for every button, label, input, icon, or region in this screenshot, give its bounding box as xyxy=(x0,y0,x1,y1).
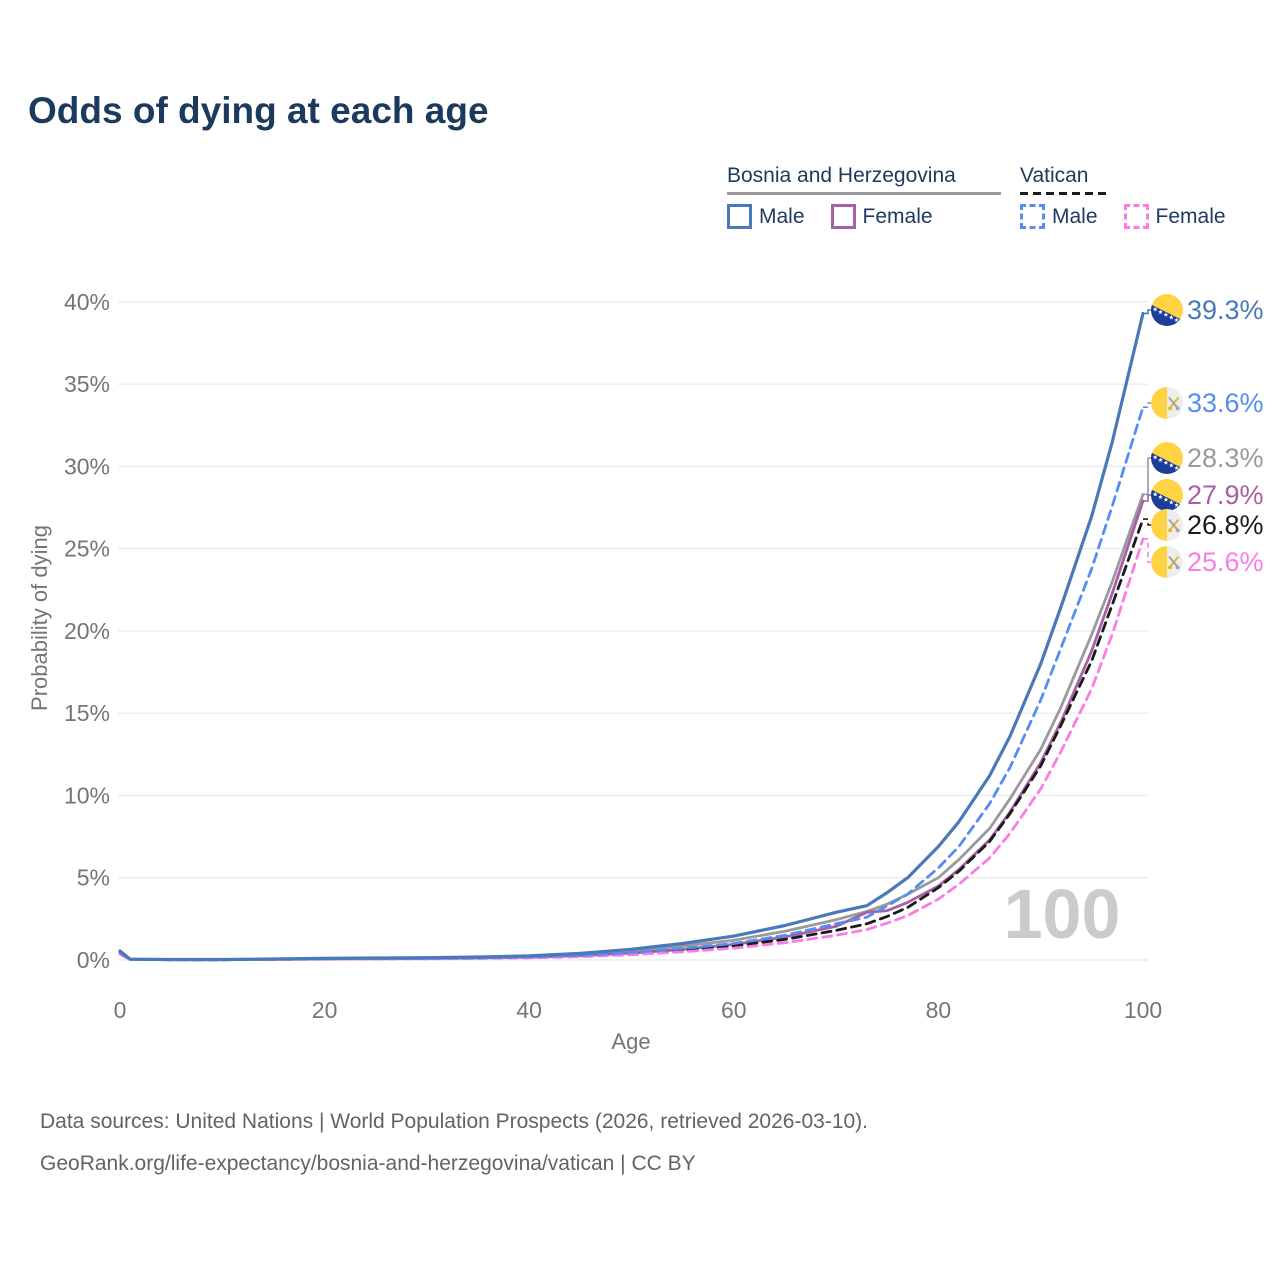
leader-line-vatican xyxy=(1143,518,1151,526)
x-axis-title: Age xyxy=(611,1029,650,1054)
legend-item-label: Male xyxy=(1052,204,1098,228)
legend-swatch-vatican-male xyxy=(1020,204,1045,229)
legend-swatch-vatican-female xyxy=(1123,204,1149,229)
y-tick-label: 0% xyxy=(77,947,110,973)
leader-line-vatican-male xyxy=(1143,402,1151,408)
flag-bosnia-icon xyxy=(1151,442,1183,474)
legend-item-vatican-female[interactable]: Female xyxy=(1123,204,1226,229)
legend-group-title-bosnia: Bosnia and Herzegovina xyxy=(727,164,956,187)
flag-vatican-icon xyxy=(1151,509,1183,541)
x-tick-label: 40 xyxy=(516,997,542,1023)
y-tick-label: 40% xyxy=(64,289,110,315)
leader-line-bosnia-and-herzegovina xyxy=(1143,457,1151,496)
watermark-age-100: 100 xyxy=(1004,875,1121,953)
x-tick-label: 80 xyxy=(926,997,952,1023)
legend-item-label: Male xyxy=(759,204,805,228)
y-tick-label: 25% xyxy=(64,536,110,562)
legend-item-bosnia-male[interactable]: Male xyxy=(727,204,805,229)
legend-underline-bosnia-solid xyxy=(727,192,1001,195)
end-label-bosnia-and-herzegovina-female: 27.9% xyxy=(1187,480,1264,510)
flag-bosnia-icon xyxy=(1151,479,1183,511)
legend-items-vatican: Male Female xyxy=(1020,204,1260,229)
flag-bosnia-icon xyxy=(1151,294,1183,326)
flag-vatican-icon xyxy=(1151,546,1183,578)
line-bosnia-and-herzegovina-male[interactable] xyxy=(118,311,1145,962)
end-label-bosnia-and-herzegovina-male: 39.3% xyxy=(1187,295,1264,325)
end-label-vatican-male: 33.6% xyxy=(1187,388,1264,418)
y-tick-label: 15% xyxy=(64,700,110,726)
line-bosnia-and-herzegovina-female[interactable] xyxy=(118,499,1145,962)
end-label-vatican-female: 25.6% xyxy=(1187,547,1264,577)
line-vatican-male[interactable] xyxy=(118,405,1145,962)
y-tick-label: 20% xyxy=(64,618,110,644)
x-tick-label: 0 xyxy=(114,997,127,1023)
footer-data-sources: Data sources: United Nations | World Pop… xyxy=(40,1110,869,1133)
legend-item-vatican-male[interactable]: Male xyxy=(1020,204,1098,229)
line-vatican[interactable] xyxy=(118,517,1145,962)
legend-underline-vatican-dashed xyxy=(1020,192,1108,195)
legend-items-bosnia: Male Female xyxy=(727,204,1003,229)
y-tick-label: 5% xyxy=(77,865,110,891)
legend-swatch-bosnia-male xyxy=(727,204,752,229)
y-tick-label: 10% xyxy=(64,782,110,808)
leader-line-bosnia-and-herzegovina-male xyxy=(1143,309,1151,315)
legend-item-bosnia-female[interactable]: Female xyxy=(830,204,933,229)
legend-group-vatican: Vatican Male Female xyxy=(1020,164,1260,229)
legend-item-label: Female xyxy=(862,204,933,228)
legend-item-label: Female xyxy=(1155,204,1226,228)
legend-swatch-bosnia-female xyxy=(830,204,856,229)
line-vatican-female[interactable] xyxy=(118,537,1145,962)
flag-vatican-icon xyxy=(1151,387,1183,419)
y-tick-label: 30% xyxy=(64,453,110,479)
x-tick-label: 100 xyxy=(1124,997,1162,1023)
y-axis-title: Probability of dying xyxy=(27,525,52,711)
y-tick-label: 35% xyxy=(64,371,110,397)
end-label-bosnia-and-herzegovina: 28.3% xyxy=(1187,443,1264,473)
x-tick-label: 20 xyxy=(312,997,338,1023)
leader-line-bosnia-and-herzegovina-female xyxy=(1143,494,1151,502)
line-bosnia-and-herzegovina[interactable] xyxy=(118,493,1145,961)
end-label-vatican: 26.8% xyxy=(1187,510,1264,540)
leader-line-vatican-female xyxy=(1143,538,1151,563)
footer-attribution-link[interactable]: GeoRank.org/life-expectancy/bosnia-and-h… xyxy=(40,1152,696,1175)
x-tick-label: 60 xyxy=(721,997,747,1023)
legend-group-bosnia: Bosnia and Herzegovina Male Female xyxy=(727,164,1003,229)
page-title: Odds of dying at each age xyxy=(28,90,489,131)
legend-group-title-vatican: Vatican xyxy=(1020,164,1089,187)
